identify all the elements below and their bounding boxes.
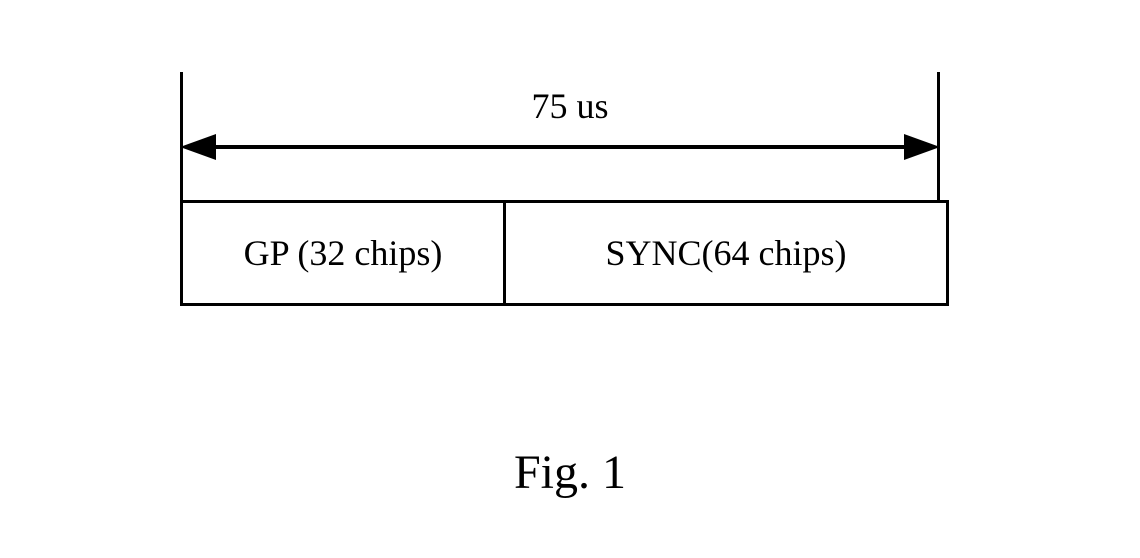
cell-sync: SYNC(64 chips) [505,202,948,305]
cell-gp: GP (32 chips) [182,202,505,305]
frame-structure-table: GP (32 chips) SYNC(64 chips) [180,200,949,306]
cell-gp-label: GP (32 chips) [244,233,443,273]
cell-sync-label: SYNC(64 chips) [606,233,847,273]
dimension-line [216,145,904,149]
table-row: GP (32 chips) SYNC(64 chips) [182,202,948,305]
dimension-label: 75 us [0,85,1140,127]
dimension-arrow-right-icon [904,134,940,160]
figure-caption: Fig. 1 [0,445,1140,500]
diagram-stage: 75 us GP (32 chips) SYNC(64 chips) Fig. … [0,0,1140,558]
dimension-arrow-left-icon [180,134,216,160]
